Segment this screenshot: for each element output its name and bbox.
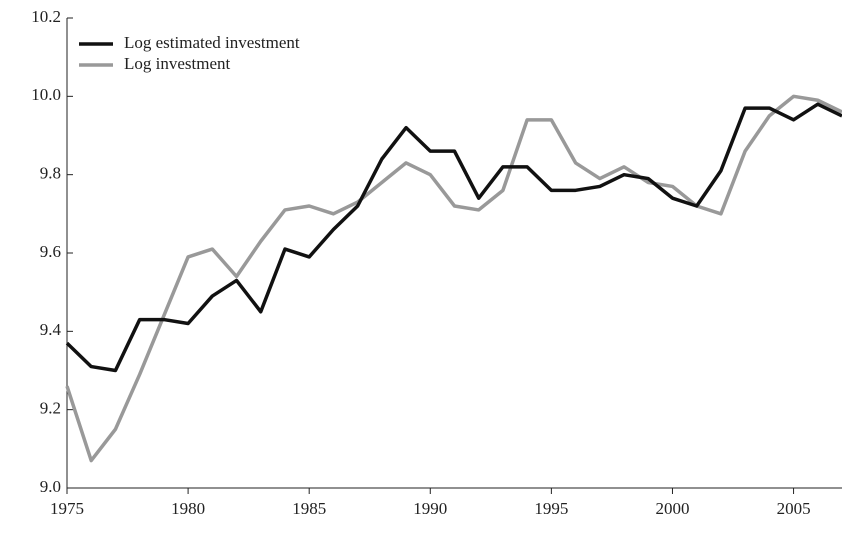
legend-label: Log estimated investment (124, 33, 300, 52)
series-line (65, 102, 842, 373)
y-tick-label: 10.2 (31, 7, 61, 26)
y-tick-label: 10.0 (31, 85, 61, 104)
y-tick-label: 9.0 (40, 477, 61, 496)
series-line (65, 94, 842, 463)
x-tick-label: 1985 (292, 499, 326, 518)
x-tick-label: 1980 (171, 499, 205, 518)
x-tick-label: 1990 (413, 499, 447, 518)
x-tick-label: 2000 (655, 499, 689, 518)
y-tick-label: 9.4 (40, 320, 62, 339)
y-tick-label: 9.6 (40, 242, 61, 261)
x-tick-label: 1975 (50, 499, 84, 518)
x-tick-label: 2005 (777, 499, 811, 518)
y-tick-label: 9.2 (40, 399, 61, 418)
legend-label: Log investment (124, 54, 231, 73)
y-tick-label: 9.8 (40, 164, 61, 183)
x-tick-label: 1995 (534, 499, 568, 518)
